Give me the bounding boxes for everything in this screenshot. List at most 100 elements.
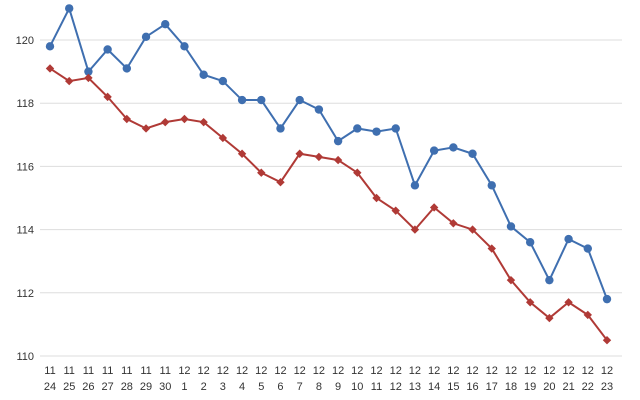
x-tick-month-label: 12 (178, 365, 190, 377)
x-tick-day-label: 24 (44, 381, 56, 393)
x-tick-month-label: 12 (582, 365, 594, 377)
x-tick-month-label: 12 (390, 365, 402, 377)
series-1-point (391, 124, 400, 133)
series-1-point (506, 222, 516, 231)
x-tick-day-label: 7 (297, 381, 303, 393)
series-1-point (410, 181, 420, 190)
series-1-point (525, 238, 535, 247)
x-tick-day-label: 13 (409, 381, 421, 393)
series-1-point (449, 143, 458, 152)
series-2-point (525, 298, 535, 307)
x-axis: 1124112511261127112811291130121122123124… (44, 365, 613, 393)
series-1-point (122, 64, 132, 73)
x-tick-month-label: 11 (63, 365, 74, 377)
series-2-line (49, 67, 608, 341)
series-2-point (295, 149, 304, 158)
series-2-point (449, 219, 458, 228)
series-1-point (180, 42, 189, 51)
x-tick-day-label: 4 (239, 381, 245, 393)
series-1-point (333, 136, 343, 146)
series-1-point (161, 20, 170, 29)
x-tick-day-label: 17 (486, 381, 498, 393)
series-2-point (141, 124, 151, 133)
series-2-point (161, 117, 170, 127)
x-tick-day-label: 15 (447, 381, 459, 393)
series-1-point (429, 146, 439, 155)
x-tick-month-label: 12 (332, 365, 344, 377)
x-tick-month-label: 12 (351, 365, 363, 377)
series-1-point (257, 95, 266, 105)
series-2-point (103, 92, 112, 102)
series-2-point (564, 298, 573, 307)
x-tick-day-label: 19 (524, 381, 536, 393)
series-2-point (122, 114, 132, 124)
series-1-point (487, 181, 496, 190)
x-tick-day-label: 14 (428, 381, 440, 393)
series-1 (45, 4, 612, 304)
series-2-point (65, 76, 74, 86)
x-tick-day-label: 22 (582, 381, 594, 393)
x-tick-day-label: 16 (466, 381, 478, 393)
x-tick-month-label: 12 (409, 365, 421, 377)
x-tick-month-label: 12 (217, 365, 229, 377)
y-tick-label: 110 (16, 351, 34, 363)
x-tick-day-label: 1 (181, 381, 187, 393)
x-tick-month-label: 12 (198, 365, 210, 377)
x-tick: 127 (294, 365, 306, 393)
y-axis: 110 112 114 116 118 120 (16, 35, 34, 363)
x-tick: 121 (178, 365, 190, 393)
y-tick-label: 112 (16, 288, 34, 300)
series-1-point (468, 149, 477, 158)
series-1-point (103, 45, 112, 54)
series-2-point (429, 203, 439, 212)
series-1-point (199, 70, 208, 79)
x-tick-month-label: 11 (160, 365, 171, 377)
series-2-point (84, 73, 93, 83)
x-tick-day-label: 11 (371, 381, 382, 393)
series-2 (45, 64, 612, 345)
x-tick-day-label: 12 (390, 381, 402, 393)
series-1-point (545, 275, 554, 285)
series-1-line (49, 5, 608, 300)
x-tick: 128 (313, 365, 325, 393)
x-tick-month-label: 12 (486, 365, 498, 377)
x-tick-month-label: 12 (236, 365, 248, 377)
series-1-point (141, 32, 151, 42)
series-1-point (583, 244, 592, 253)
x-tick-month-label: 11 (83, 365, 94, 377)
x-tick-day-label: 8 (316, 381, 322, 393)
x-tick-day-label: 29 (140, 381, 152, 393)
x-tick-month-label: 11 (121, 365, 132, 377)
x-tick: 126 (274, 365, 286, 393)
series-2-point (602, 336, 612, 345)
x-tick-day-label: 21 (562, 381, 574, 393)
y-tick-label: 114 (16, 225, 34, 237)
series-2-point (314, 152, 324, 162)
x-tick-month-label: 12 (524, 365, 536, 377)
series-2-point (372, 193, 381, 203)
x-tick-month-label: 11 (140, 365, 151, 377)
series-1-point (372, 127, 381, 136)
x-tick-month-label: 11 (102, 365, 113, 377)
series-1-point (65, 4, 74, 13)
series-2-point (276, 178, 285, 187)
x-tick-month-label: 12 (294, 365, 306, 377)
x-tick: 124 (236, 365, 248, 393)
series-1-point (276, 124, 285, 133)
x-tick-day-label: 26 (82, 381, 94, 393)
x-tick-day-label: 25 (63, 381, 75, 393)
x-tick-month-label: 12 (313, 365, 325, 377)
x-tick-day-label: 6 (277, 381, 283, 393)
